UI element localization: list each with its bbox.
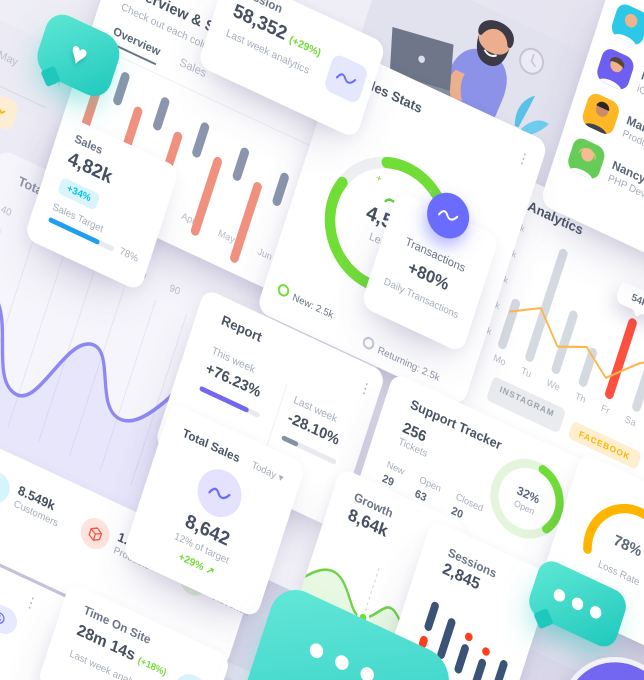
legend-dot xyxy=(276,282,291,299)
avatar xyxy=(580,90,622,138)
data-badge[interactable]: Data xyxy=(0,585,21,639)
dot xyxy=(588,604,603,621)
sales-target-value: 78% xyxy=(117,245,140,265)
dot xyxy=(570,595,585,613)
team-member-row[interactable]: Nancy PHP Developer xyxy=(565,135,644,219)
candle-segment xyxy=(436,616,457,661)
axis-value: 90 xyxy=(167,282,182,298)
heart-icon: ♥ xyxy=(65,35,92,75)
support-tracker-card: Support Tracker 256 Tickets New 29 Open 63… xyxy=(347,372,610,616)
time-clock-badge xyxy=(168,668,213,680)
day-label: Fr xyxy=(599,402,611,418)
activity-bar xyxy=(271,171,290,208)
dot xyxy=(358,664,376,680)
total-sales-icon xyxy=(191,461,248,525)
dot xyxy=(333,652,351,673)
dot xyxy=(307,641,326,661)
more-menu-icon[interactable]: ⋮ xyxy=(514,147,533,169)
candle-segment xyxy=(469,657,488,680)
cube-icon xyxy=(88,526,102,541)
candle-segment xyxy=(423,600,440,633)
candle-segment xyxy=(453,642,470,675)
activity-bar xyxy=(112,70,131,107)
analytics-line-overlay xyxy=(509,307,644,379)
avatar xyxy=(565,135,607,182)
dot xyxy=(552,587,567,604)
transactions-icon xyxy=(421,185,475,246)
total-sales-card: Total Sales Today ▾ 8,642 12% of target … xyxy=(121,402,307,619)
more-menu-icon[interactable]: ⋮ xyxy=(22,591,41,614)
total-sales-title: Total Sales xyxy=(180,425,242,466)
month-label: May xyxy=(0,48,20,69)
mini-data-card: ⋮ Data xyxy=(0,518,108,680)
candle-segment xyxy=(481,646,491,658)
stat-products: 1.423kProducts xyxy=(76,512,157,574)
activity-bar xyxy=(151,95,171,132)
report-title: Report xyxy=(219,312,264,345)
support-donut-chart xyxy=(490,458,564,539)
activity-bar xyxy=(191,120,211,159)
progress-fill xyxy=(280,434,299,448)
session-trend-icon xyxy=(322,52,370,105)
legend-item-new: New: 2.5k xyxy=(276,282,336,321)
time-delta: (+18%) xyxy=(136,655,168,679)
candle-segment xyxy=(490,658,509,680)
report-this-week: This week +76.23% xyxy=(198,345,274,419)
stat-customers: 8.549k Customers xyxy=(0,466,65,531)
report-last-week: Last week -28.10% xyxy=(280,394,350,465)
chevron-down-icon: ▾ xyxy=(276,472,285,485)
analytics-card: Analytics 100k75k50k25k0k 54k MoTuWeThFr… xyxy=(437,172,644,497)
more-menu-icon[interactable]: ⋮ xyxy=(356,377,375,399)
avatar xyxy=(609,1,644,48)
wave-icon xyxy=(335,73,357,84)
transactions-card: Transactions +80% Daily Transactions xyxy=(360,185,500,354)
chevron-down-icon xyxy=(0,108,6,115)
avatar xyxy=(594,45,637,93)
clock-icon xyxy=(0,612,5,624)
expand-icon[interactable] xyxy=(0,91,20,133)
session-card: Session 58,352 (+29%) Last week analytic… xyxy=(197,0,387,140)
loss-gauge-chart xyxy=(583,503,644,588)
day-label: Tu xyxy=(519,365,533,381)
wave-icon xyxy=(437,210,459,221)
day-label: Th xyxy=(573,390,587,406)
period-dropdown[interactable]: Today ▾ xyxy=(250,459,285,485)
candle-segment xyxy=(463,631,474,643)
activity-bar xyxy=(231,146,251,183)
session-delta: (+29%) xyxy=(287,33,323,60)
legend-dot xyxy=(361,334,376,352)
loss-rate-card: 78% Loss Rate xyxy=(535,452,644,664)
user-icon xyxy=(0,475,6,498)
tile-dots xyxy=(307,641,376,680)
day-label: Sa xyxy=(623,413,638,430)
wave-icon xyxy=(208,487,231,499)
axis-value: 40 xyxy=(0,204,13,220)
